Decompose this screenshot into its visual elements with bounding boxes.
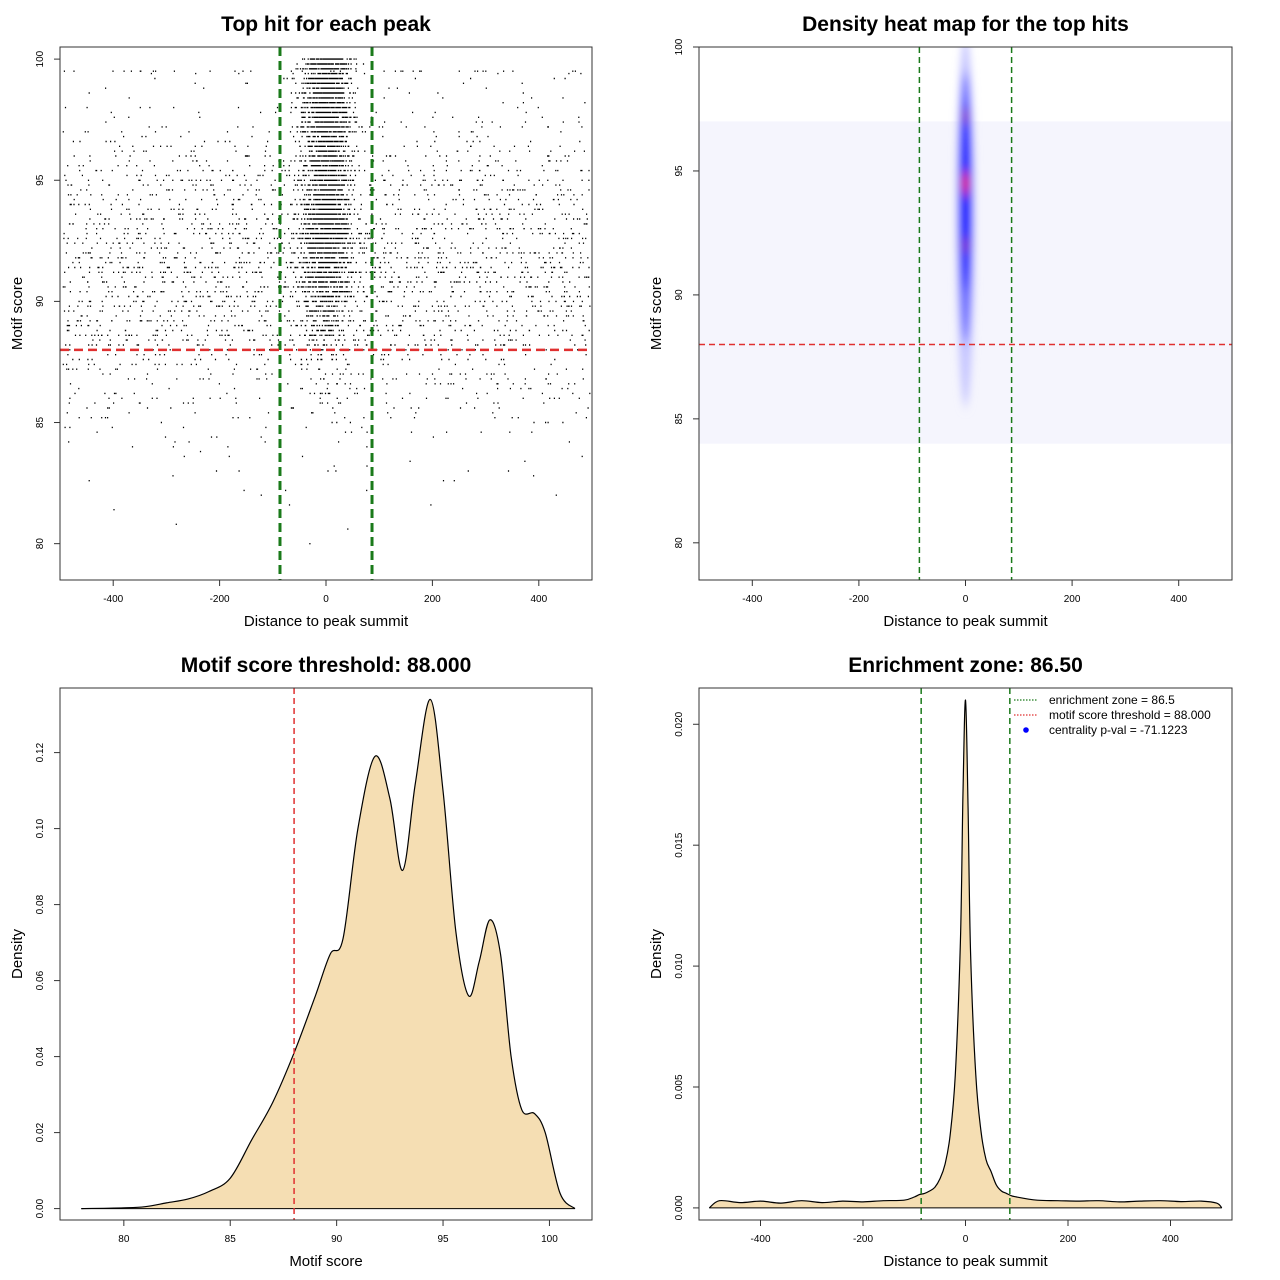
y-tick-label: 0.08 bbox=[35, 894, 46, 914]
x-axis-label: Distance to peak summit bbox=[883, 613, 1048, 630]
density-line bbox=[81, 698, 576, 1210]
y-tick-label: 100 bbox=[674, 38, 685, 55]
y-tick-label: 85 bbox=[674, 413, 685, 425]
heatmap-peak bbox=[962, 171, 969, 196]
x-tick-label: 95 bbox=[437, 1234, 449, 1245]
x-tick-label: 0 bbox=[323, 594, 329, 605]
x-axis-label: Motif score bbox=[289, 1253, 362, 1270]
x-tick-label: 400 bbox=[1170, 594, 1187, 605]
y-tick-label: 95 bbox=[674, 165, 685, 177]
x-tick-label: -200 bbox=[849, 594, 869, 605]
plot-frame bbox=[59, 687, 593, 1221]
x-tick-label: 0 bbox=[963, 1234, 969, 1245]
x-tick-label: -200 bbox=[853, 1234, 873, 1245]
x-axis-label: Distance to peak summit bbox=[883, 1253, 1048, 1270]
y-tick-label: 80 bbox=[35, 538, 46, 550]
panel-1: Top hit for each peak Distance to peak su… bbox=[9, 13, 593, 630]
x-tick-label: 80 bbox=[118, 1234, 130, 1245]
y-tick-label: 100 bbox=[35, 50, 46, 67]
heatmap-layer bbox=[699, 47, 1232, 444]
y-axis-label: Density bbox=[9, 928, 26, 979]
heatmap-peak bbox=[963, 239, 968, 252]
legend-point-swatch bbox=[1023, 727, 1029, 733]
y-tick-label: 0.00 bbox=[35, 1198, 46, 1218]
x-tick-label: 200 bbox=[1064, 594, 1081, 605]
scatter-point-set bbox=[62, 58, 591, 545]
y-tick-label: 90 bbox=[674, 289, 685, 301]
heatmap-dense bbox=[960, 100, 971, 292]
x-tick-label: 85 bbox=[225, 1234, 237, 1245]
y-axis-label: Density bbox=[648, 928, 665, 979]
y-tick-label: 0.005 bbox=[674, 1074, 685, 1099]
x-tick-label: -400 bbox=[742, 594, 762, 605]
x-tick-label: 90 bbox=[331, 1234, 343, 1245]
x-tick-label: 400 bbox=[530, 594, 547, 605]
y-tick-label: 0.000 bbox=[674, 1195, 685, 1220]
y-tick-label: 80 bbox=[674, 537, 685, 549]
y-tick-label: 90 bbox=[35, 295, 46, 307]
y-tick-label: 0.020 bbox=[674, 711, 685, 736]
y-axis-label: Motif score bbox=[648, 277, 665, 350]
panel-3: Motif score threshold: 88.000 Motif score… bbox=[9, 654, 593, 1270]
heatmap-core bbox=[956, 47, 975, 407]
y-tick-label: 0.015 bbox=[674, 832, 685, 857]
x-tick-label: 100 bbox=[541, 1234, 558, 1245]
x-tick-label: 400 bbox=[1162, 1234, 1179, 1245]
legend-label: motif score threshold = 88.000 bbox=[1049, 708, 1211, 722]
chart-title: Motif score threshold: 88.000 bbox=[181, 654, 472, 677]
scatter-points bbox=[62, 58, 591, 545]
chart-title: Enrichment zone: 86.50 bbox=[848, 654, 1083, 677]
heatmap-peak bbox=[963, 110, 968, 123]
y-tick-label: 0.06 bbox=[35, 970, 46, 990]
density-line bbox=[708, 699, 1223, 1209]
x-tick-label: -400 bbox=[103, 594, 123, 605]
chart-title: Top hit for each peak bbox=[221, 13, 431, 36]
legend-label: enrichment zone = 86.5 bbox=[1049, 693, 1175, 707]
chart-title: Density heat map for the top hits bbox=[802, 13, 1129, 36]
panel-2: Density heat map for the top hits Distanc… bbox=[648, 13, 1233, 630]
x-tick-label: 200 bbox=[1060, 1234, 1077, 1245]
x-tick-label: 200 bbox=[424, 594, 441, 605]
y-tick-label: 0.12 bbox=[35, 742, 46, 762]
y-tick-label: 0.04 bbox=[35, 1046, 46, 1066]
y-tick-label: 95 bbox=[35, 174, 46, 186]
x-tick-label: -200 bbox=[210, 594, 230, 605]
y-tick-label: 0.10 bbox=[35, 818, 46, 838]
y-tick-label: 85 bbox=[35, 417, 46, 429]
x-tick-label: 0 bbox=[963, 594, 969, 605]
x-tick-label: -400 bbox=[750, 1234, 770, 1245]
y-axis-label: Motif score bbox=[9, 277, 26, 350]
legend-label: centrality p-val = -71.1223 bbox=[1049, 723, 1188, 737]
density-area bbox=[709, 700, 1222, 1208]
density-area bbox=[81, 699, 576, 1209]
y-tick-label: 0.010 bbox=[674, 953, 685, 978]
y-tick-label: 0.02 bbox=[35, 1122, 46, 1142]
x-axis-label: Distance to peak summit bbox=[244, 613, 409, 630]
